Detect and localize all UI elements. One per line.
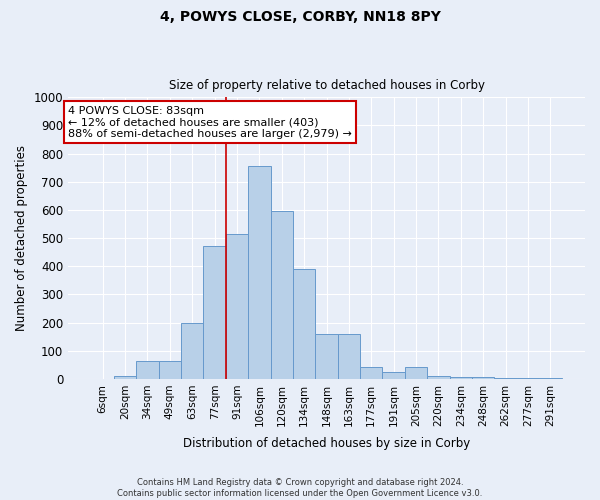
Bar — [316, 334, 338, 379]
X-axis label: Distribution of detached houses by size in Corby: Distribution of detached houses by size … — [183, 437, 470, 450]
Bar — [382, 372, 405, 379]
Y-axis label: Number of detached properties: Number of detached properties — [15, 145, 28, 331]
Text: 4 POWYS CLOSE: 83sqm
← 12% of detached houses are smaller (403)
88% of semi-deta: 4 POWYS CLOSE: 83sqm ← 12% of detached h… — [68, 106, 352, 139]
Bar — [360, 367, 382, 379]
Bar — [271, 212, 293, 379]
Bar — [472, 378, 494, 379]
Bar — [181, 324, 203, 379]
Bar — [248, 166, 271, 379]
Bar — [136, 360, 158, 379]
Bar — [338, 334, 360, 379]
Bar — [449, 377, 472, 379]
Bar — [293, 268, 316, 379]
Bar — [226, 234, 248, 379]
Bar — [494, 378, 517, 379]
Text: Contains HM Land Registry data © Crown copyright and database right 2024.
Contai: Contains HM Land Registry data © Crown c… — [118, 478, 482, 498]
Text: 4, POWYS CLOSE, CORBY, NN18 8PY: 4, POWYS CLOSE, CORBY, NN18 8PY — [160, 10, 440, 24]
Bar — [427, 376, 449, 379]
Bar — [539, 378, 562, 379]
Bar — [203, 246, 226, 379]
Bar — [517, 378, 539, 379]
Bar — [158, 360, 181, 379]
Bar — [114, 376, 136, 379]
Bar — [405, 366, 427, 379]
Title: Size of property relative to detached houses in Corby: Size of property relative to detached ho… — [169, 79, 485, 92]
